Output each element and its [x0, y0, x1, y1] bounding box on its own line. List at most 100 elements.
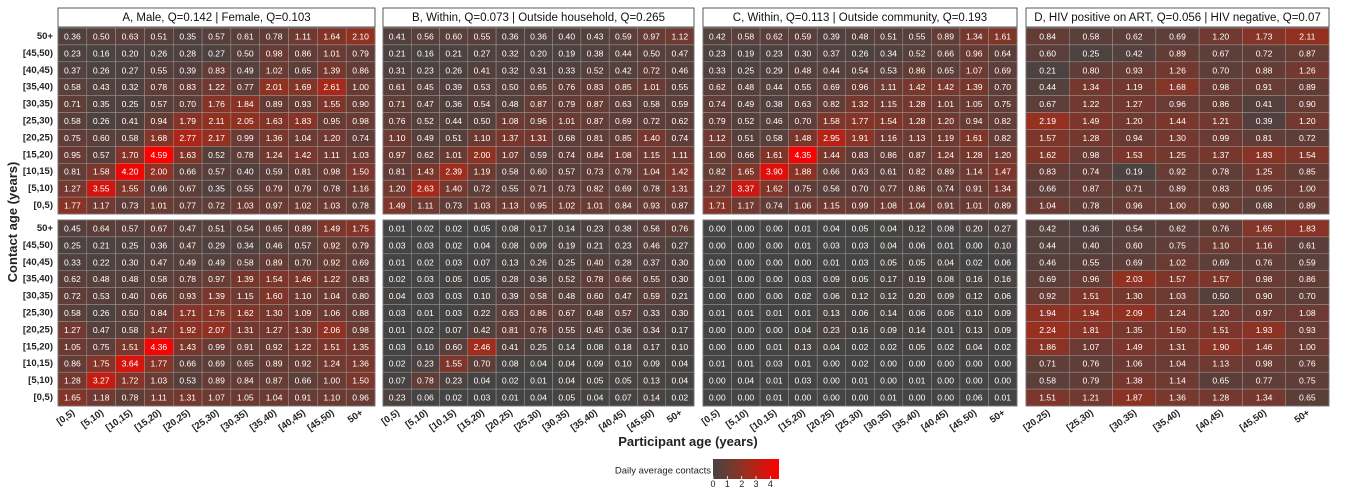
cell-value: 0.75 [93, 342, 110, 352]
cell-value: 0.94 [1126, 133, 1143, 143]
cell-value: 0.08 [587, 342, 604, 352]
x-tick-label: [30,35) [1108, 407, 1139, 433]
cell-value: 0.04 [823, 223, 840, 233]
cell-value: 0.00 [852, 393, 869, 403]
x-tick-label: 50+ [346, 407, 366, 426]
cell-value: 0.49 [237, 65, 254, 75]
cell-value: 1.01 [587, 201, 604, 211]
panel-c: C, Within, Q=0.113 | Outside community, … [700, 7, 1018, 434]
cell-value: 2.06 [323, 325, 340, 335]
x-tick-label: [5,10) [403, 407, 430, 430]
cell-value: 1.02 [266, 65, 283, 75]
cell-value: 0.02 [852, 359, 869, 369]
cell-value: 0.60 [1126, 240, 1143, 250]
cell-value: 0.73 [445, 201, 462, 211]
cell-value: 0.75 [64, 133, 81, 143]
cell-value: 0.69 [994, 65, 1011, 75]
cell-value: 0.90 [1299, 99, 1316, 109]
cell-value: 0.29 [208, 240, 225, 250]
cell-value: 1.24 [1169, 308, 1186, 318]
cell-value: 1.36 [266, 133, 283, 143]
cell-value: 0.70 [474, 359, 491, 369]
cell-value: 1.42 [671, 167, 688, 177]
cell-value: 1.24 [266, 150, 283, 160]
cell-value: 0.03 [474, 393, 491, 403]
cell-value: 0.51 [737, 133, 754, 143]
cell-value: 0.77 [1256, 376, 1273, 386]
cell-value: 0.76 [389, 116, 406, 126]
cell-value: 0.00 [994, 376, 1011, 386]
cell-value: 1.00 [1299, 342, 1316, 352]
cell-value: 2.17 [208, 133, 225, 143]
cell-value: 0.54 [1126, 223, 1143, 233]
cell-value: 0.05 [880, 257, 897, 267]
cell-value: 1.61 [966, 133, 983, 143]
cell-value: 2.77 [179, 133, 196, 143]
cell-value: 1.25 [1256, 167, 1273, 177]
cell-value: 0.56 [643, 223, 660, 233]
cell-value: 0.57 [150, 99, 167, 109]
cell-value: 2.63 [417, 184, 434, 194]
cell-value: 0.36 [615, 325, 632, 335]
cell-value: 0.46 [1039, 257, 1056, 267]
cell-value: 1.91 [852, 133, 869, 143]
cell-value: 0.49 [179, 257, 196, 267]
cell-value: 1.20 [1299, 116, 1316, 126]
cell-value: 0.67 [1212, 48, 1229, 58]
cell-value: 1.35 [352, 342, 369, 352]
cell-value: 0.33 [709, 65, 726, 75]
cell-value: 0.61 [237, 31, 254, 41]
cell-value: 0.96 [352, 393, 369, 403]
cell-value: 0.20 [966, 223, 983, 233]
cell-value: 1.30 [266, 308, 283, 318]
cell-value: 1.07 [502, 150, 519, 160]
cell-value: 0.59 [671, 99, 688, 109]
cell-value: 0.39 [179, 65, 196, 75]
cell-value: 1.44 [1169, 116, 1186, 126]
cell-value: 2.95 [823, 133, 840, 143]
cell-value: 1.08 [1299, 308, 1316, 318]
cell-value: 0.62 [417, 150, 434, 160]
cell-value: 1.28 [1212, 393, 1229, 403]
cell-value: 0.10 [417, 342, 434, 352]
cell-value: 0.69 [615, 116, 632, 126]
cell-value: 0.74 [937, 184, 954, 194]
cell-value: 0.72 [643, 65, 660, 75]
cell-value: 0.00 [937, 376, 954, 386]
cell-value: 0.91 [237, 342, 254, 352]
x-tick-label: [35,40) [569, 407, 600, 433]
cell-value: 1.01 [966, 201, 983, 211]
x-tick-label: [20,25) [161, 407, 192, 433]
x-tick-label: [35,40) [1151, 407, 1182, 433]
cell-value: 0.05 [445, 274, 462, 284]
cell-value: 0.02 [417, 223, 434, 233]
cell-value: 0.08 [502, 240, 519, 250]
cell-value: 0.61 [389, 82, 406, 92]
cell-value: 1.47 [994, 167, 1011, 177]
cell-value: 1.00 [1299, 184, 1316, 194]
cell-value: 0.58 [502, 167, 519, 177]
cell-value: 0.12 [852, 291, 869, 301]
cell-value: 0.40 [558, 31, 575, 41]
cell-value: 0.02 [445, 393, 462, 403]
cell-value: 0.25 [1083, 48, 1100, 58]
x-tick-label: [20,25) [484, 407, 515, 433]
cell-value: 0.98 [352, 116, 369, 126]
cell-value: 0.80 [1083, 65, 1100, 75]
cell-value: 0.26 [445, 65, 462, 75]
panel-d: D, HIV positive on ART, Q=0.056 | HIV ne… [1021, 7, 1330, 434]
cell-value: 0.78 [179, 274, 196, 284]
cell-value: 1.04 [323, 291, 340, 301]
cell-value: 1.12 [671, 31, 688, 41]
cell-value: 0.62 [671, 116, 688, 126]
cell-value: 0.33 [64, 257, 81, 267]
cell-value: 1.72 [122, 376, 139, 386]
cell-value: 1.55 [122, 184, 139, 194]
cell-value: 0.36 [530, 31, 547, 41]
cell-value: 0.33 [643, 308, 660, 318]
cell-value: 0.06 [994, 291, 1011, 301]
cell-value: 0.01 [795, 359, 812, 369]
cell-value: 2.39 [445, 167, 462, 177]
x-tick-label: [5,10) [79, 407, 106, 430]
cell-value: 0.55 [237, 184, 254, 194]
